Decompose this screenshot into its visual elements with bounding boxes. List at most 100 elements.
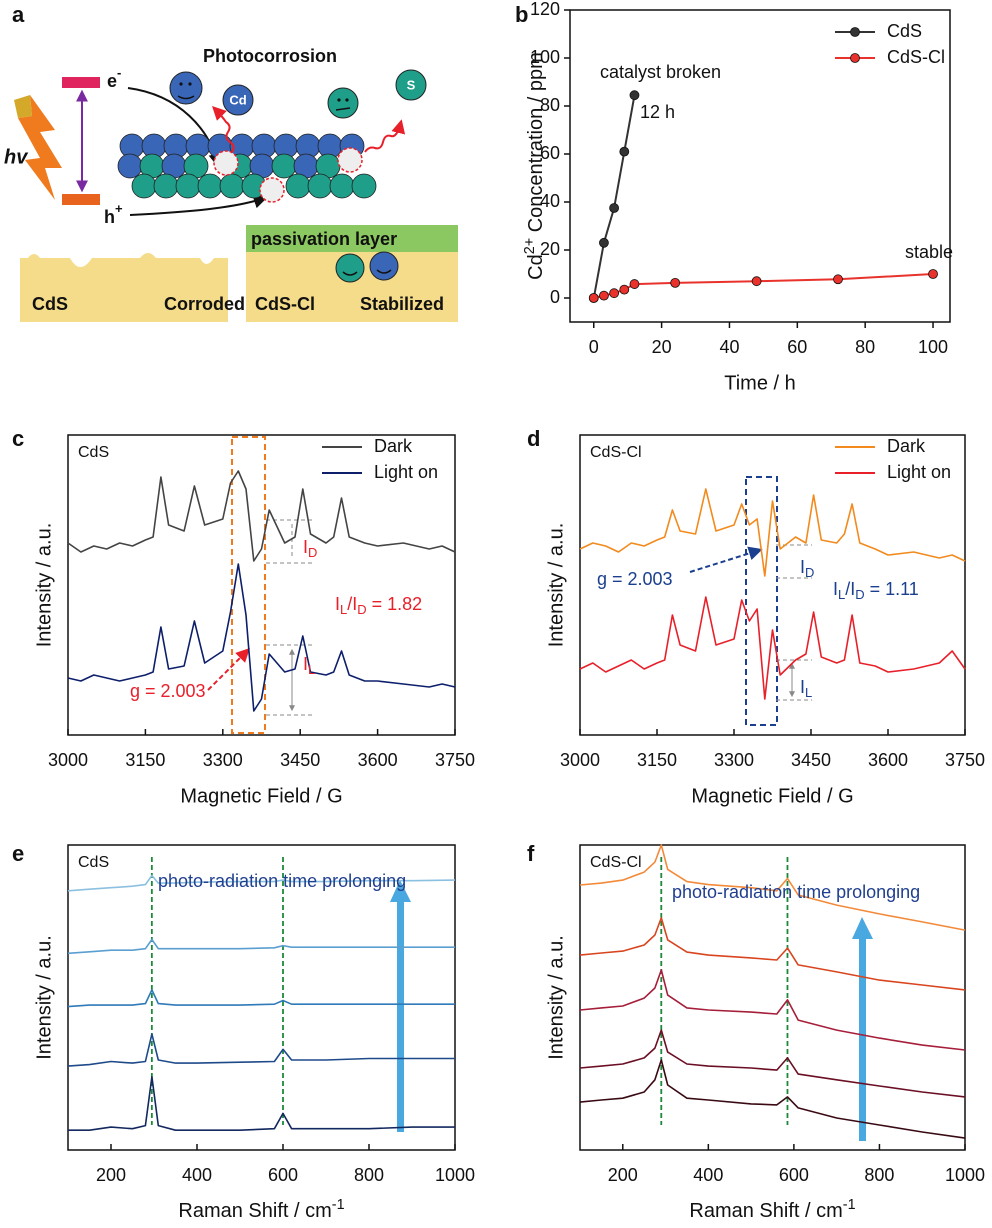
lattice-atom xyxy=(285,173,311,199)
data-point xyxy=(928,269,938,279)
x-tick-label: 3750 xyxy=(435,750,475,770)
annotation: stable xyxy=(905,242,953,262)
y-axis-title: Intensity / a.u. xyxy=(33,935,55,1060)
layer-label: passivation layer xyxy=(251,229,397,249)
vacancy xyxy=(259,177,285,203)
cd-ion xyxy=(222,84,254,116)
series-line xyxy=(593,273,934,299)
text-part: Raman Shift / cm xyxy=(178,1200,331,1222)
legend-label: Dark xyxy=(887,436,926,456)
y-axis-title: Intensity / a.u. xyxy=(33,523,55,648)
panel-label: e xyxy=(12,841,24,866)
text-part: /I xyxy=(845,579,855,599)
y-tick-label: 40 xyxy=(540,191,560,211)
script-part: L xyxy=(838,587,845,602)
series-line xyxy=(67,874,456,892)
annotation: photo-radiation time prolonging xyxy=(158,871,406,891)
lattice-atom xyxy=(117,153,143,179)
rich-text: Cd2+ Concentration / ppm xyxy=(522,52,547,280)
annotation: g = 2.003 xyxy=(130,681,206,701)
x-axis-title: Magnetic Field / G xyxy=(691,785,853,807)
y-tick-label: 80 xyxy=(540,95,560,115)
x-tick-label: 1000 xyxy=(435,1165,475,1185)
text-part: I xyxy=(335,594,340,614)
x-tick-label: 60 xyxy=(787,337,807,357)
rich-text: IL/ID = 1.11 xyxy=(833,579,919,603)
x-tick-label: 40 xyxy=(719,337,739,357)
data-point xyxy=(599,237,609,248)
vacancy xyxy=(213,150,239,176)
rich-text: IL xyxy=(303,654,315,678)
series-line xyxy=(579,1029,966,1098)
plot-frame xyxy=(579,434,966,736)
series-line xyxy=(579,488,966,577)
x-tick-label: 3150 xyxy=(125,750,165,770)
legend-label: CdS xyxy=(887,21,922,41)
right-state: Stabilized xyxy=(360,294,444,314)
data-point xyxy=(629,279,640,289)
legend-label: Light on xyxy=(887,462,951,482)
electron-charge: - xyxy=(117,65,121,80)
time-arrow xyxy=(859,937,866,1141)
s-ion xyxy=(395,69,427,101)
series-line xyxy=(67,470,456,562)
x-tick-label: 20 xyxy=(652,337,672,357)
data-point xyxy=(619,146,630,157)
x-tick-label: 200 xyxy=(96,1165,126,1185)
il-bracket xyxy=(776,659,812,701)
data-point xyxy=(588,293,599,303)
passivation-layer xyxy=(246,225,458,252)
data-point xyxy=(833,274,843,285)
text-part: I xyxy=(800,557,805,577)
face-eye xyxy=(345,98,349,102)
panel-label: c xyxy=(12,426,24,451)
plot-frame xyxy=(569,9,951,323)
face-mouth xyxy=(177,95,195,100)
x-tick-label: 3300 xyxy=(714,750,754,770)
y-tick-label: 120 xyxy=(530,0,560,19)
x-tick-label: 600 xyxy=(268,1165,298,1185)
panel-label: b xyxy=(515,2,528,27)
y-tick-label: 20 xyxy=(540,239,560,259)
lattice-atom xyxy=(131,173,157,199)
y-tick-label: 0 xyxy=(550,287,560,307)
x-tick-label: 0 xyxy=(589,337,599,357)
plot-frame xyxy=(579,844,966,1151)
s-label: S xyxy=(407,77,416,92)
panel-label: d xyxy=(527,426,540,451)
text-part: I xyxy=(833,579,838,599)
x-tick-label: 800 xyxy=(864,1165,894,1185)
lattice-atom xyxy=(219,173,245,199)
x-tick-label: 3150 xyxy=(637,750,677,770)
script-part: L xyxy=(805,685,812,700)
annotation: photo-radiation time prolonging xyxy=(672,882,920,902)
text-part: = 1.82 xyxy=(367,594,423,614)
text-part: I xyxy=(303,654,308,674)
corroded-block xyxy=(20,253,228,322)
data-point xyxy=(670,277,681,288)
script-part: D xyxy=(805,565,814,580)
highlight-box xyxy=(231,436,266,734)
x-tick-label: 3450 xyxy=(791,750,831,770)
data-point xyxy=(599,290,609,301)
rich-text: Raman Shift / cm-1 xyxy=(178,1197,344,1222)
lattice-atom xyxy=(271,153,297,179)
x-tick-label: 3600 xyxy=(868,750,908,770)
series-line xyxy=(67,989,455,1008)
data-point xyxy=(629,90,640,101)
series-line xyxy=(67,938,455,955)
g-arrow xyxy=(689,546,763,573)
highlight-box xyxy=(745,476,778,726)
script-part: D xyxy=(308,545,317,560)
rich-text: IL xyxy=(800,677,812,701)
x-axis-title: Time / h xyxy=(724,372,796,394)
text-part: Concentration / ppm xyxy=(525,52,547,238)
script-part: D xyxy=(357,602,366,617)
script-part: -1 xyxy=(332,1197,345,1213)
happy-face xyxy=(369,251,399,281)
x-tick-label: 80 xyxy=(855,337,875,357)
series-line xyxy=(579,1059,966,1139)
panel-label: f xyxy=(527,841,535,866)
